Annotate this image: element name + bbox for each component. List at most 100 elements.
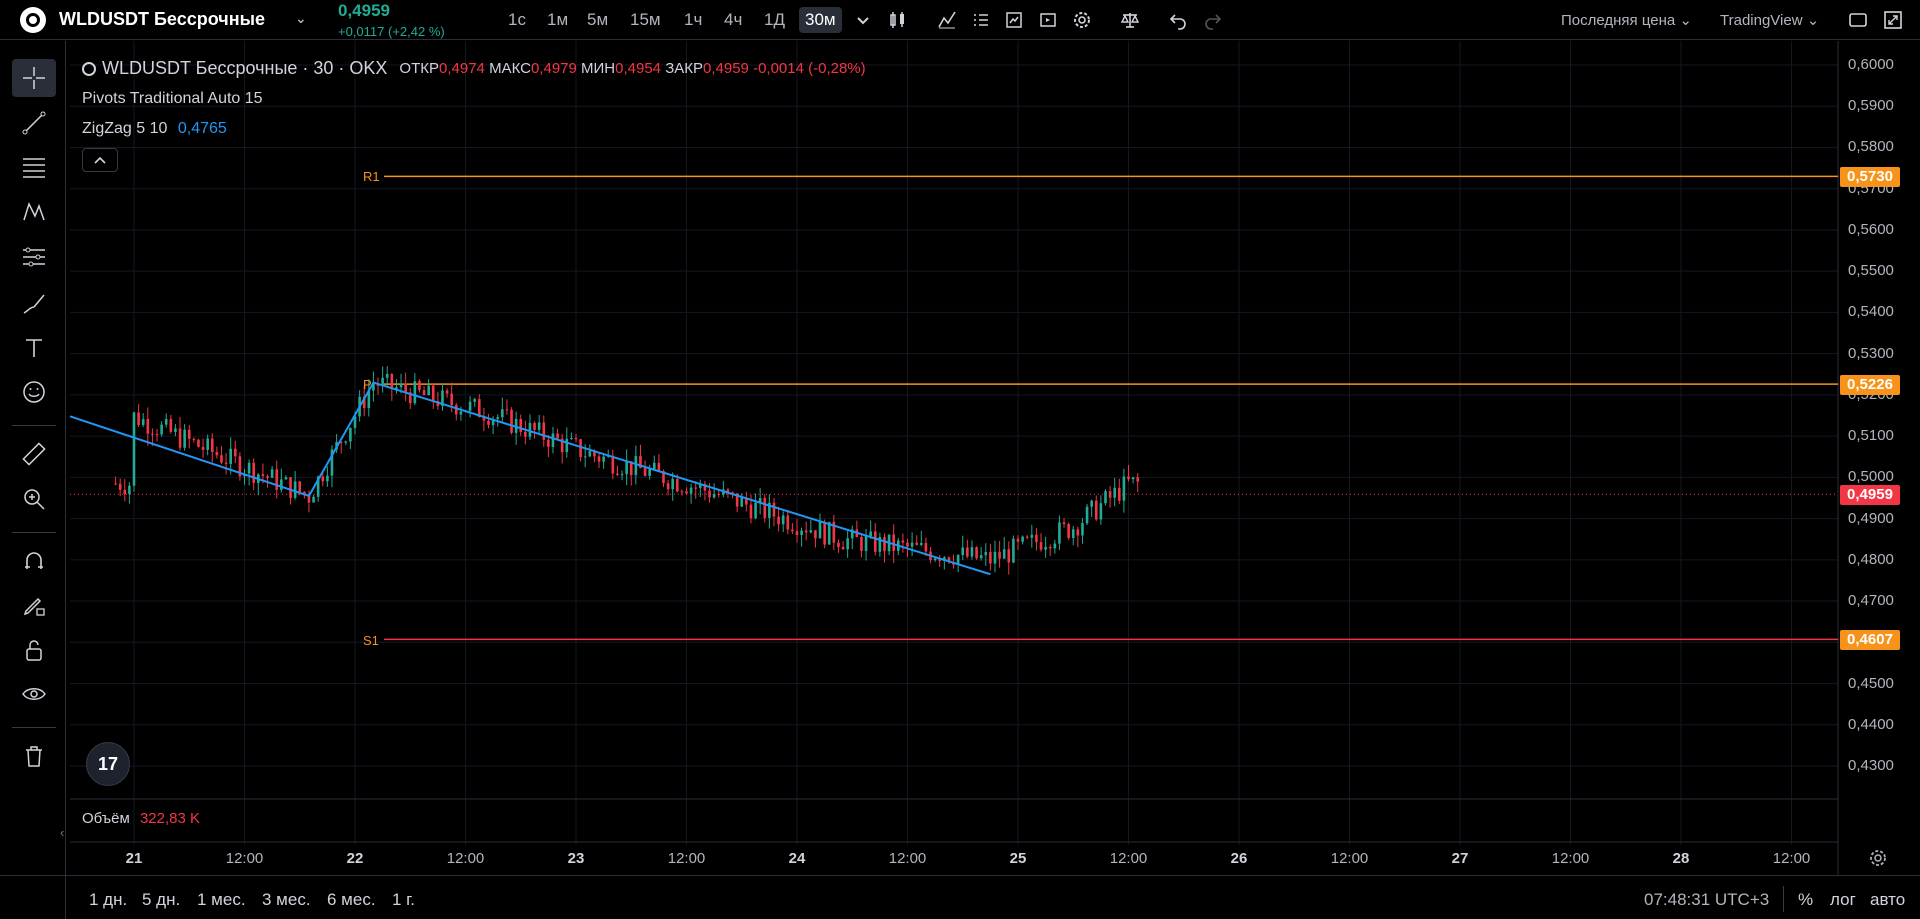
range-6m[interactable]: 6 мес.	[327, 890, 376, 909]
price-axis-label: 0,6000	[1848, 56, 1894, 73]
candles-chart-type-icon[interactable]	[887, 9, 909, 31]
zigzag-indicator[interactable]: ZigZag 5 10 0,4765	[82, 120, 227, 138]
range-1d[interactable]: 1 дн.	[89, 890, 128, 909]
magnet-icon[interactable]	[12, 542, 56, 580]
timeframe-dropdown-icon[interactable]	[852, 9, 874, 31]
fullscreen-icon[interactable]	[1847, 9, 1869, 31]
zoom-in-icon[interactable]	[12, 480, 56, 518]
candle-body	[118, 483, 122, 490]
candle-body	[1062, 522, 1066, 524]
candle-body	[307, 494, 311, 503]
emoji-icon[interactable]	[12, 373, 56, 411]
log-toggle[interactable]: лог	[1830, 890, 1856, 909]
timeframe-4h[interactable]: 4ч	[724, 10, 743, 29]
candle-body	[174, 428, 177, 432]
candle-body	[869, 531, 872, 537]
axis-settings-gear-icon[interactable]	[1868, 848, 1888, 872]
lock-pencil-icon[interactable]	[12, 586, 56, 624]
compare-scales-icon[interactable]	[1119, 9, 1141, 31]
candle-body	[210, 438, 214, 453]
timeframe-1m[interactable]: 1м	[547, 10, 569, 29]
candle-body	[1035, 534, 1038, 543]
candle-body	[593, 451, 596, 457]
candle-body	[164, 418, 168, 425]
templates-icon[interactable]	[970, 9, 992, 31]
candle-body	[1108, 491, 1112, 498]
candle-body	[1016, 538, 1020, 542]
candle-body	[445, 390, 449, 394]
candle-body	[298, 481, 302, 492]
alert-icon[interactable]	[1003, 9, 1025, 31]
candle-body	[768, 502, 771, 518]
timeframe-30m[interactable]: 30м	[799, 7, 842, 33]
volume-value: 322,83 K	[139, 810, 201, 827]
text-tool-icon[interactable]	[12, 329, 56, 367]
candle-body	[979, 555, 983, 559]
chevron-down-icon[interactable]: ⌄	[295, 10, 307, 26]
candle-body	[422, 390, 426, 396]
candle-body	[399, 383, 403, 388]
candle-body	[528, 422, 532, 437]
timeframe-1s[interactable]: 1с	[508, 10, 526, 29]
candle-body	[717, 494, 721, 496]
auto-toggle[interactable]: авто	[1870, 890, 1906, 909]
trash-icon[interactable]	[12, 737, 56, 775]
ruler-icon[interactable]	[12, 435, 56, 473]
symbol-coin-icon	[82, 61, 96, 76]
trend-line-icon[interactable]	[12, 104, 56, 142]
timeframe-15m[interactable]: 15м	[630, 10, 661, 29]
pivots-indicator-label[interactable]: Pivots Traditional Auto 15	[82, 90, 263, 107]
symbol-search-button[interactable]: WLDUSDT Бессрочные	[59, 9, 265, 29]
timeframe-1h[interactable]: 1ч	[684, 10, 703, 29]
price-axis-label: 0,5000	[1848, 468, 1894, 486]
redo-icon[interactable]	[1202, 9, 1224, 31]
candle-body	[1058, 522, 1061, 544]
undo-icon[interactable]	[1167, 9, 1189, 31]
timeframe-5m[interactable]: 5м	[587, 10, 609, 29]
candle-body	[878, 537, 882, 552]
price-axis[interactable]: 0,6000 0,5900 0,5800 0,5700 0,5600 0,5500 0,54…	[1840, 40, 1920, 845]
price-type-dropdown[interactable]: Последняя цена ⌄	[1561, 11, 1692, 29]
candle-body	[689, 487, 693, 494]
eye-icon[interactable]	[12, 675, 56, 713]
candle-body	[408, 392, 412, 404]
candle-body	[735, 493, 739, 507]
fib-retracement-icon[interactable]	[12, 148, 56, 186]
collapse-toolbar-icon[interactable]: ‹	[60, 825, 65, 840]
candle-body	[206, 438, 209, 450]
indicators-icon[interactable]	[936, 9, 958, 31]
last-price: 0,4959	[338, 1, 390, 20]
clock[interactable]: 07:48:31 UTC+3	[1644, 890, 1770, 909]
candle-body	[947, 557, 951, 563]
range-3m[interactable]: 3 мес.	[262, 890, 311, 909]
prediction-icon[interactable]	[12, 238, 56, 276]
candle-body	[998, 551, 1001, 559]
candle-body	[1131, 477, 1135, 480]
candle-body	[804, 530, 808, 533]
crosshair-icon[interactable]	[12, 59, 56, 97]
brush-icon[interactable]	[12, 284, 56, 322]
candle-body	[850, 529, 854, 539]
timeframe-1d[interactable]: 1Д	[764, 10, 785, 29]
range-1m[interactable]: 1 мес.	[197, 890, 246, 909]
volume-legend[interactable]: Объём 322,83 K	[82, 810, 200, 827]
percent-toggle[interactable]: %	[1798, 890, 1814, 909]
unlock-icon[interactable]	[12, 631, 56, 669]
settings-gear-icon[interactable]	[1071, 9, 1093, 31]
candle-body	[293, 481, 297, 498]
candle-body	[141, 419, 145, 425]
snapshot-icon[interactable]	[1882, 9, 1904, 31]
candle-body	[395, 387, 398, 389]
candle-body	[229, 448, 232, 464]
candle-body	[772, 502, 776, 517]
replay-icon[interactable]	[1037, 9, 1059, 31]
price-axis-label: 0,5500	[1848, 262, 1894, 280]
tradingview-logo-icon[interactable]: 17	[86, 742, 130, 786]
theme-dropdown[interactable]: TradingView ⌄	[1720, 11, 1819, 29]
candle-body	[151, 433, 154, 435]
range-5d[interactable]: 5 дн.	[142, 890, 181, 909]
collapse-legend-button[interactable]	[82, 148, 118, 172]
pattern-icon[interactable]	[12, 193, 56, 231]
range-1y[interactable]: 1 г.	[392, 890, 416, 909]
